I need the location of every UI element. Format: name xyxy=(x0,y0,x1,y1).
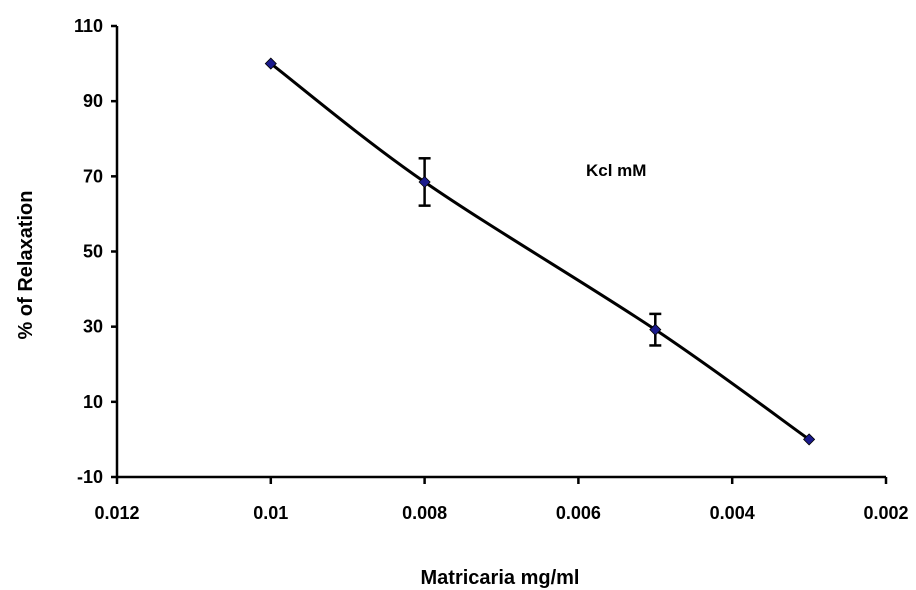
y-tick-label: 30 xyxy=(83,317,103,337)
y-tick-label: 10 xyxy=(83,392,103,412)
ticks: -10 10 30 50 70 90 110 0.012 0.01 0.008 0.006 0.004… xyxy=(74,16,909,523)
y-tick-label: -10 xyxy=(77,467,103,487)
series-line xyxy=(269,62,810,441)
x-tick-label: 0.002 xyxy=(863,503,908,523)
y-tick-label: 110 xyxy=(74,16,103,36)
x-tick-label: 0.008 xyxy=(402,503,447,523)
y-tick-label: 70 xyxy=(83,166,103,186)
data-point xyxy=(649,323,662,336)
y-tick-label: 50 xyxy=(83,242,103,262)
y-axis-title: % of Relaxation xyxy=(15,191,37,340)
axes xyxy=(115,26,886,479)
data-point xyxy=(418,175,431,189)
x-tick-label: 0.012 xyxy=(94,503,139,523)
data-point xyxy=(803,433,816,446)
annotation-label: Kcl mM xyxy=(586,161,646,180)
data-point xyxy=(264,57,277,70)
x-axis-title: Matricaria mg/ml xyxy=(421,567,580,589)
series xyxy=(264,57,816,446)
x-tick-label: 0.01 xyxy=(253,503,288,523)
y-tick-label: 90 xyxy=(83,91,103,111)
x-tick-label: 0.004 xyxy=(710,503,755,523)
x-tick-label: 0.006 xyxy=(556,503,601,523)
